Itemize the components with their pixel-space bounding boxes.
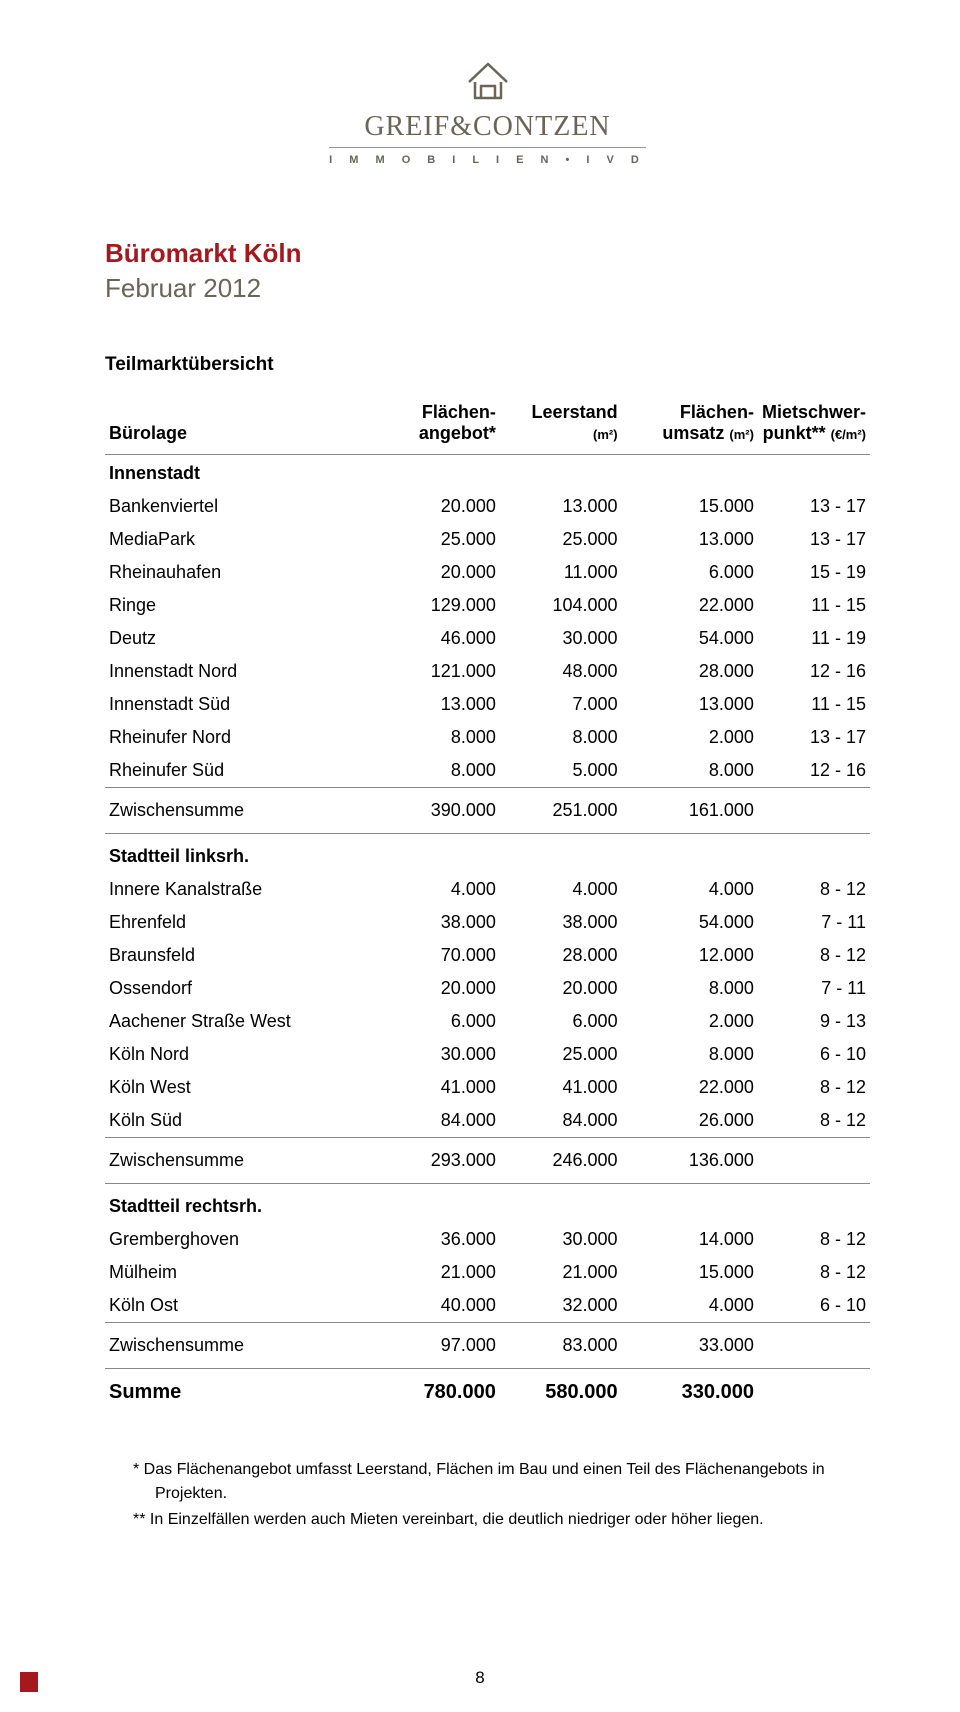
logo-company-name: GREIF&CONTZEN — [329, 111, 646, 148]
logo-block: GREIF&CONTZEN I M M O B I L I E N • I V … — [105, 60, 870, 168]
footnote-1: * Das Flächenangebot umfasst Leerstand, … — [133, 1458, 870, 1506]
unit-label: (€/m²) — [831, 427, 866, 442]
unit-label: (m²) — [729, 427, 754, 442]
subtotal-row: Zwischensumme390.000251.000161.000 — [105, 788, 870, 834]
footnote-2: ** In Einzelfällen werden auch Mieten ve… — [133, 1508, 870, 1532]
col-header-leerstand: Leerstand (m²) — [500, 396, 622, 455]
house-icon — [465, 60, 511, 105]
table-row: Braunsfeld70.00028.00012.0008 - 12 — [105, 939, 870, 972]
group-heading: Stadtteil linksrh. — [105, 834, 870, 874]
section-title: Teilmarktübersicht — [105, 354, 870, 376]
table-row: Innenstadt Nord121.00048.00028.00012 - 1… — [105, 655, 870, 688]
col-header-text: Leerstand — [532, 402, 618, 422]
table-row: MediaPark25.00025.00013.00013 - 17 — [105, 523, 870, 556]
table-row: Mülheim21.00021.00015.0008 - 12 — [105, 1256, 870, 1289]
page-number: 8 — [0, 1668, 960, 1688]
table-row: Aachener Straße West6.0006.0002.0009 - 1… — [105, 1005, 870, 1038]
table-row: Köln Süd84.00084.00026.0008 - 12 — [105, 1104, 870, 1138]
col-header-umsatz: Flächen-umsatz (m²) — [622, 396, 758, 455]
table-row: Köln Ost40.00032.0004.0006 - 10 — [105, 1289, 870, 1323]
document-title: Büromarkt Köln — [105, 238, 870, 269]
table-row: Ehrenfeld38.00038.00054.0007 - 11 — [105, 906, 870, 939]
table-row: Bankenviertel20.00013.00015.00013 - 17 — [105, 490, 870, 523]
table-row: Köln Nord30.00025.0008.0006 - 10 — [105, 1038, 870, 1071]
group-heading-row: Stadtteil linksrh. — [105, 834, 870, 874]
table-row: Innenstadt Süd13.0007.00013.00011 - 15 — [105, 688, 870, 721]
table-header-row: Bürolage Flächen-angebot* Leerstand(m²) … — [105, 396, 870, 455]
table-row: Ringe129.000104.00022.00011 - 15 — [105, 589, 870, 622]
unit-label: (m²) — [593, 427, 618, 442]
subtotal-row: Zwischensumme97.00083.00033.000 — [105, 1323, 870, 1369]
document-page: GREIF&CONTZEN I M M O B I L I E N • I V … — [0, 0, 960, 1574]
group-heading: Innenstadt — [105, 455, 870, 491]
col-header-label: Bürolage — [105, 396, 378, 455]
group-heading-row: Innenstadt — [105, 455, 870, 491]
total-row: Summe780.000580.000330.000 — [105, 1369, 870, 1419]
table-row: Rheinufer Süd8.0005.0008.00012 - 16 — [105, 754, 870, 788]
document-subtitle: Februar 2012 — [105, 273, 870, 304]
group-heading: Stadtteil rechtsrh. — [105, 1184, 870, 1224]
subtotal-row: Zwischensumme293.000246.000136.000 — [105, 1138, 870, 1184]
table-row: Innere Kanalstraße4.0004.0004.0008 - 12 — [105, 873, 870, 906]
table-row: Gremberghoven36.00030.00014.0008 - 12 — [105, 1223, 870, 1256]
company-logo: GREIF&CONTZEN I M M O B I L I E N • I V … — [329, 60, 646, 166]
table-row: Ossendorf20.00020.0008.0007 - 11 — [105, 972, 870, 1005]
table-row: Deutz46.00030.00054.00011 - 19 — [105, 622, 870, 655]
logo-subline: I M M O B I L I E N • I V D — [329, 154, 646, 166]
table-row: Rheinufer Nord8.0008.0002.00013 - 17 — [105, 721, 870, 754]
page-accent-tab — [20, 1672, 38, 1692]
table-row: Rheinauhafen20.00011.0006.00015 - 19 — [105, 556, 870, 589]
col-header-miete: Mietschwer-punkt** (€/m²) — [758, 396, 870, 455]
market-table: Bürolage Flächen-angebot* Leerstand(m²) … — [105, 396, 870, 1418]
col-header-angebot: Flächen-angebot* — [378, 396, 500, 455]
group-heading-row: Stadtteil rechtsrh. — [105, 1184, 870, 1224]
footnotes: * Das Flächenangebot umfasst Leerstand, … — [105, 1458, 870, 1532]
col-header-text: Bürolage — [109, 423, 187, 443]
table-row: Köln West41.00041.00022.0008 - 12 — [105, 1071, 870, 1104]
